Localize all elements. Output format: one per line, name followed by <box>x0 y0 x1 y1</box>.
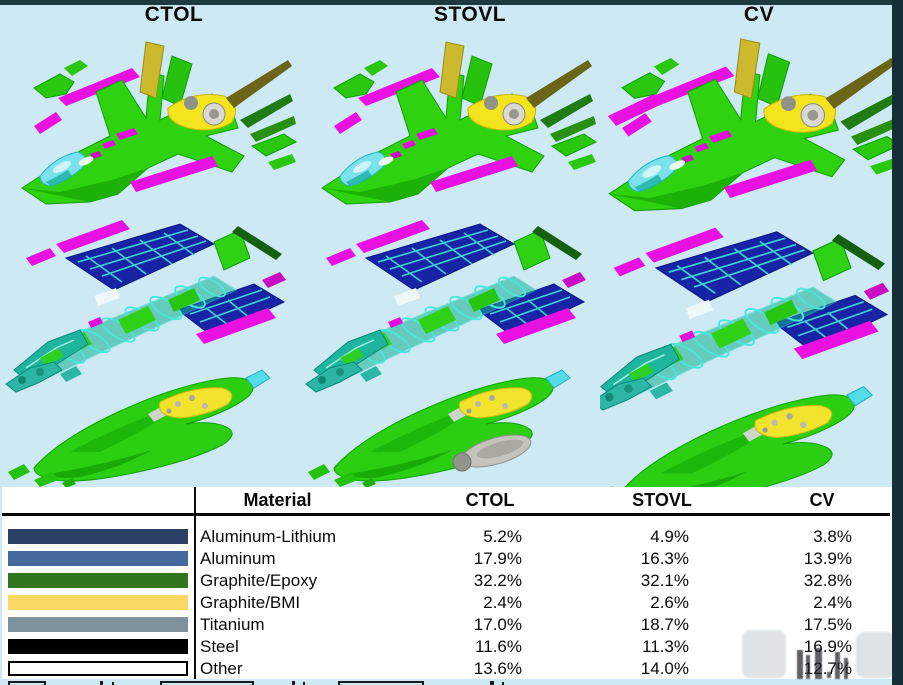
material-name: Steel <box>200 637 239 656</box>
cv-value: 13.9% <box>803 549 852 568</box>
stovl-value: 2.6% <box>650 593 689 612</box>
material-name: Other <box>200 659 243 678</box>
legend-swatch-graphite-bmi <box>8 595 188 610</box>
ctol-value: 17.0% <box>473 615 522 634</box>
table-header-ctol: CTOL <box>465 490 515 510</box>
material-name: Aluminum <box>200 549 276 568</box>
right-border <box>892 0 903 685</box>
ctol-aircraft-exploded-view <box>5 41 297 488</box>
legend-swatch-other <box>8 661 188 676</box>
table-header-rule <box>2 513 890 516</box>
ctol-value: 13.6% <box>473 659 522 678</box>
stovl-engine-cylinder <box>452 434 532 472</box>
cv-value: 2.4% <box>813 593 852 612</box>
legend-swatch-titanium <box>8 617 188 632</box>
legend-swatch-aluminum-lithium <box>8 529 188 544</box>
stovl-value: 14.0% <box>640 659 689 678</box>
material-name: Titanium <box>200 615 265 634</box>
cv-value: 3.8% <box>813 527 852 546</box>
ctol-value: 32.2% <box>473 571 522 590</box>
stovl-value: 16.3% <box>640 549 689 568</box>
top-border <box>0 0 903 5</box>
cv-value: 17.5% <box>803 615 852 634</box>
stovl-value: 11.3% <box>642 637 689 656</box>
table-header-stovl: STOVL <box>632 490 692 510</box>
column-title-stovl: STOVL <box>433 3 507 26</box>
ctol-value: 17.9% <box>473 549 522 568</box>
ctol-value: 11.6% <box>475 637 522 656</box>
material-name: Aluminum-Lithium <box>200 527 337 546</box>
table-header-cv: CV <box>809 490 835 510</box>
cv-value: 32.8% <box>803 571 852 590</box>
stovl-value: 4.9% <box>650 527 689 546</box>
ctol-value: 5.2% <box>483 527 522 546</box>
material-name: Graphite/BMI <box>200 593 301 612</box>
table-header-material: Material <box>243 490 312 510</box>
ctol-value: 2.4% <box>483 593 522 612</box>
legend-swatch-graphite-epoxy <box>8 573 188 588</box>
material-name: Graphite/Epoxy <box>200 571 318 590</box>
stovl-value: 32.1% <box>640 571 689 590</box>
stovl-value: 18.7% <box>640 615 689 634</box>
cv-aircraft-exploded-view <box>600 38 901 488</box>
column-title-cv: CV <box>743 3 775 26</box>
legend-swatch-aluminum <box>8 551 188 566</box>
cv-extra-wing-edges <box>608 94 662 126</box>
column-title-ctol: CTOL <box>144 3 204 26</box>
stovl-aircraft-exploded-view <box>305 41 597 488</box>
table-vertical-divider <box>194 487 196 679</box>
legend-swatch-steel <box>8 639 188 654</box>
